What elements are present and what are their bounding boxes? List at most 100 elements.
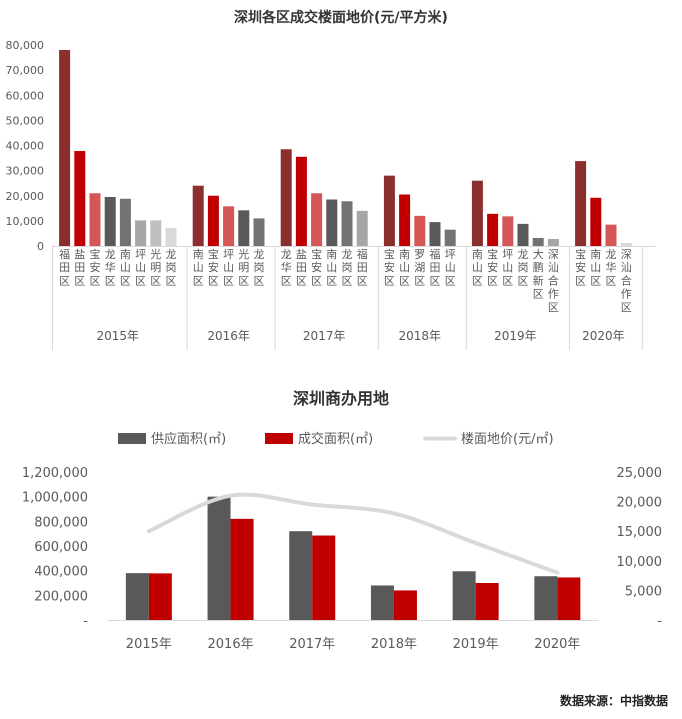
chart1-bar xyxy=(59,50,71,247)
chart2-year-label: 2016年 xyxy=(208,637,254,652)
chart1-district-label: 龙岗区 xyxy=(342,248,353,287)
chart1-district-label: 宝安区 xyxy=(90,247,101,287)
chart2-left-ytick: 600,000 xyxy=(34,540,88,555)
chart1-bar xyxy=(517,223,529,246)
legend-swatch xyxy=(265,433,293,444)
chart1-district-label: 坪山区 xyxy=(223,248,234,287)
chart1-bar xyxy=(135,220,147,246)
chart1-district-label: 坪山区 xyxy=(502,248,513,287)
chart1-district-label: 南山区 xyxy=(590,248,601,287)
chart2-year-label: 2020年 xyxy=(534,637,580,652)
chart1-district-label: 南山区 xyxy=(399,248,410,287)
legend-swatch xyxy=(118,433,146,444)
chart1-district-label: 龙华区 xyxy=(105,248,116,287)
chart1-district-label: 南山区 xyxy=(120,248,131,287)
chart1-bar xyxy=(383,175,395,246)
chart1-year-label: 2020年 xyxy=(582,329,625,343)
chart1-district-label: 南山区 xyxy=(326,248,337,287)
chart1-district-label: 龙岗区 xyxy=(166,248,177,287)
chart1-bar xyxy=(150,220,162,246)
chart1-district-label: 龙岗区 xyxy=(254,248,265,287)
chart1-bar xyxy=(502,216,514,246)
supply-area-bar xyxy=(452,571,476,620)
supply-area-bar xyxy=(370,585,394,620)
chart1-bar xyxy=(238,210,250,246)
chart1-district-label: 宝安区 xyxy=(384,247,395,287)
chart1-bar xyxy=(575,161,587,246)
chart1-ytick-label: 20,000 xyxy=(6,190,45,203)
chart1-bar xyxy=(326,199,338,246)
chart1-bar xyxy=(341,201,353,246)
chart1-bar xyxy=(192,185,204,246)
chart2-right-ytick: - xyxy=(657,614,662,629)
chart1-bar xyxy=(532,237,544,246)
chart1-district-label: 南山区 xyxy=(193,248,204,287)
chart1-bar xyxy=(487,213,499,246)
deal-area-bar xyxy=(312,535,336,620)
chart1-district-label: 罗湖区 xyxy=(414,248,425,287)
chart1-district-label: 福田区 xyxy=(430,247,441,287)
chart1-district-label: 宝安区 xyxy=(575,247,586,287)
chart1-bar xyxy=(165,227,177,246)
chart1-district-label: 福田区 xyxy=(59,247,70,287)
chart1-district-label: 福田区 xyxy=(357,247,368,287)
land-price-line xyxy=(146,492,560,575)
chart1-district-label: 盐田区 xyxy=(296,248,307,287)
supply-area-bar xyxy=(534,576,558,620)
chart1-bar xyxy=(207,195,219,246)
district-land-price-chart: 深圳各区成交楼面地价(元/平方米) 0 10,000 20,000 30,000 40,0… xyxy=(6,9,656,350)
supply-area-bar xyxy=(207,496,231,620)
chart1-bar xyxy=(429,222,441,246)
chart1-district-label: 盐田区 xyxy=(74,248,85,287)
chart1-district-label: 南山区 xyxy=(472,248,483,287)
chart2-right-ytick: 15,000 xyxy=(617,525,663,540)
chart1-bar xyxy=(620,242,632,246)
chart2-year-label: 2017年 xyxy=(289,637,335,652)
chart1-district-label: 坪山区 xyxy=(445,248,456,287)
chart2-year-label: 2019年 xyxy=(453,637,499,652)
legend-label: 楼面地价(元/㎡) xyxy=(461,432,554,447)
chart1-bar xyxy=(119,198,131,246)
chart1-bar xyxy=(414,215,426,246)
deal-area-bar xyxy=(393,590,417,620)
chart1-bar xyxy=(399,194,411,246)
chart1-district-label: 光明区 xyxy=(150,247,161,287)
chart1-bar xyxy=(223,206,235,246)
chart1-ytick-label: 80,000 xyxy=(6,39,45,52)
legend-label: 供应面积(㎡) xyxy=(151,431,226,447)
chart2-left-ytick: 200,000 xyxy=(34,589,88,604)
chart1-bar xyxy=(74,151,86,246)
chart2-right-ytick: 10,000 xyxy=(617,555,663,570)
chart1-bar xyxy=(444,229,456,246)
chart2-right-ytick: 5,000 xyxy=(625,584,662,599)
chart2-left-ytick: 800,000 xyxy=(34,515,88,530)
chart1-bar xyxy=(89,193,101,246)
chart1-ytick-label: 40,000 xyxy=(6,140,45,153)
chart1-ytick-label: 0 xyxy=(37,240,44,253)
chart2-year-label: 2015年 xyxy=(126,637,172,652)
chart1-bar xyxy=(253,218,265,246)
chart1-bar xyxy=(104,197,116,246)
chart1-district-label: 龙华区 xyxy=(606,248,617,287)
chart1-bar xyxy=(356,210,368,246)
chart1-year-label: 2017年 xyxy=(303,329,346,343)
supply-area-bar xyxy=(125,573,149,620)
chart1-ytick-label: 50,000 xyxy=(6,114,45,127)
chart1-year-label: 2015年 xyxy=(97,329,140,343)
chart2-year-label: 2018年 xyxy=(371,637,417,652)
data-source-note: 数据来源：中指数据 xyxy=(559,694,668,708)
chart1-year-label: 2019年 xyxy=(494,329,537,343)
chart1-ytick-label: 60,000 xyxy=(6,89,45,102)
chart1-bar xyxy=(295,156,307,246)
chart2-left-ytick: 1,200,000 xyxy=(22,466,88,481)
chart1-bar xyxy=(280,149,292,246)
deal-area-bar xyxy=(148,573,172,620)
chart1-bar xyxy=(605,224,617,246)
chart2-left-ytick: 400,000 xyxy=(34,565,88,580)
legend-label: 成交面积(㎡) xyxy=(298,431,373,447)
chart1-district-label: 光明区 xyxy=(238,247,249,287)
deal-area-bar xyxy=(557,577,581,620)
chart1-bar xyxy=(590,197,602,246)
